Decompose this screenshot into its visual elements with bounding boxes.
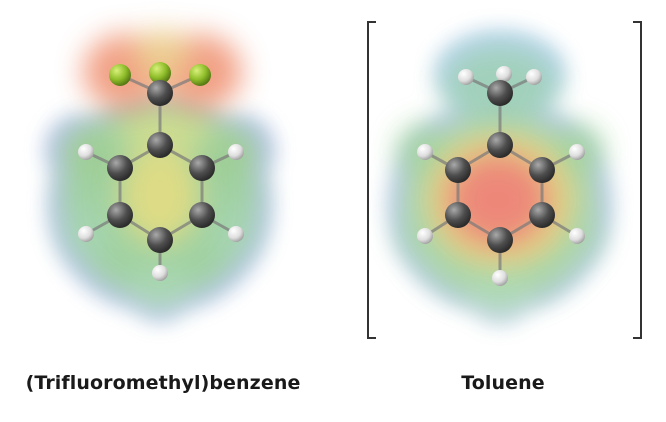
carbon-atom [487, 80, 513, 106]
fluorine-atom [109, 64, 131, 86]
fluorine-atom [189, 64, 211, 86]
carbon-atoms [445, 80, 555, 253]
trifluoromethylbenzene-model [45, 30, 275, 322]
hydrogen-atom [496, 66, 512, 82]
trifluoromethylbenzene-label: (Trifluoromethyl)benzene [25, 372, 301, 394]
carbon-atom [147, 227, 173, 253]
hydrogen-atom [152, 265, 168, 281]
hydrogen-atom [78, 226, 94, 242]
hydrogen-atom [458, 69, 474, 85]
carbon-atom [529, 157, 555, 183]
toluene-potential-surface [388, 30, 612, 324]
hydrogen-atom [78, 144, 94, 160]
toluene-label: Toluene [461, 372, 545, 394]
hydrogen-atom [569, 144, 585, 160]
carbon-atom [147, 132, 173, 158]
methyl-hydrogen-atoms [458, 66, 542, 85]
carbon-atom [529, 202, 555, 228]
hydrogen-atom [228, 144, 244, 160]
fluorine-atom [149, 62, 171, 84]
carbon-atoms [107, 80, 215, 253]
carbon-atom [189, 155, 215, 181]
hydrogen-atom [417, 144, 433, 160]
left-bracket [367, 21, 376, 339]
hydrogen-atom [569, 228, 585, 244]
right-bracket [633, 21, 642, 339]
carbon-atom [107, 202, 133, 228]
carbon-atom [189, 202, 215, 228]
carbon-atom [147, 80, 173, 106]
hydrogen-atom [526, 69, 542, 85]
hydrogen-atoms [78, 144, 244, 281]
carbon-atom [107, 155, 133, 181]
carbon-atom [445, 202, 471, 228]
toluene-model [388, 30, 612, 324]
hydrogen-atoms [417, 144, 585, 286]
carbon-atom [445, 157, 471, 183]
toluene-brackets [367, 21, 642, 339]
carbon-atom [487, 132, 513, 158]
carbon-atom [487, 227, 513, 253]
fluorine-atoms [109, 62, 211, 86]
hydrogen-atom [492, 270, 508, 286]
hydrogen-atom [228, 226, 244, 242]
hydrogen-atom [417, 228, 433, 244]
